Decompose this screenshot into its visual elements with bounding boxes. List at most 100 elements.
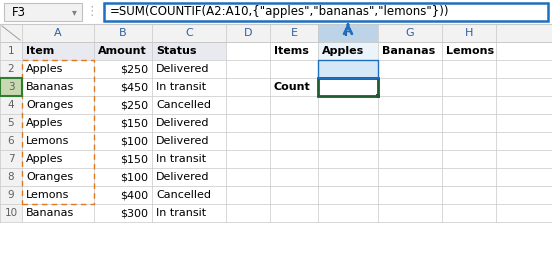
Text: Apples: Apples — [26, 154, 63, 164]
Text: F: F — [344, 28, 352, 38]
Text: 6: 6 — [8, 136, 14, 146]
Bar — [0, 96, 552, 114]
Text: Bananas: Bananas — [26, 82, 75, 92]
Text: $100: $100 — [120, 136, 148, 146]
Text: A: A — [54, 28, 62, 38]
Bar — [318, 78, 378, 96]
Text: $250: $250 — [120, 64, 148, 74]
Bar — [318, 114, 378, 132]
Text: In transit: In transit — [156, 82, 206, 92]
Bar — [0, 60, 552, 78]
Text: F3: F3 — [12, 5, 26, 19]
Bar — [0, 168, 22, 186]
Text: Lemons: Lemons — [446, 46, 494, 56]
Bar — [0, 78, 552, 96]
Text: Amount: Amount — [98, 46, 147, 56]
Bar — [318, 204, 378, 222]
Text: $100: $100 — [120, 172, 148, 182]
Text: Apples: Apples — [322, 46, 364, 56]
Text: Item: Item — [26, 46, 54, 56]
Text: $400: $400 — [120, 190, 148, 200]
Text: Lemons: Lemons — [26, 136, 70, 146]
Bar — [318, 132, 378, 150]
Text: Delivered: Delivered — [156, 64, 210, 74]
Text: =SUM(COUNTIF(A2:A10,{"apples","bananas","lemons"})): =SUM(COUNTIF(A2:A10,{"apples","bananas",… — [110, 5, 449, 19]
Bar — [318, 96, 378, 114]
Text: $250: $250 — [120, 100, 148, 110]
Bar — [318, 60, 378, 78]
Text: 5: 5 — [8, 118, 14, 128]
Text: B: B — [119, 28, 127, 38]
Bar — [0, 0, 552, 24]
Bar — [318, 168, 378, 186]
Text: 10: 10 — [4, 208, 18, 218]
Text: 1: 1 — [8, 46, 14, 56]
Bar — [318, 24, 378, 42]
Text: 4: 4 — [8, 100, 14, 110]
Text: ▾: ▾ — [72, 7, 76, 17]
Bar — [0, 96, 22, 114]
Bar — [0, 78, 22, 96]
Text: Delivered: Delivered — [156, 172, 210, 182]
Text: Items: Items — [274, 46, 309, 56]
Bar — [318, 78, 378, 96]
Text: 7: 7 — [8, 154, 14, 164]
Text: G: G — [406, 28, 415, 38]
Bar — [318, 60, 378, 78]
Text: 3: 3 — [8, 82, 14, 92]
Text: $150: $150 — [120, 118, 148, 128]
Bar — [0, 150, 22, 168]
Text: Oranges: Oranges — [26, 172, 73, 182]
Bar — [318, 186, 378, 204]
Text: H: H — [465, 28, 473, 38]
Text: C: C — [185, 28, 193, 38]
Text: Oranges: Oranges — [26, 100, 73, 110]
Bar — [0, 132, 22, 150]
Text: Count: Count — [274, 82, 311, 92]
Text: In transit: In transit — [156, 154, 206, 164]
Bar — [318, 42, 378, 60]
Bar — [0, 186, 22, 204]
Bar — [0, 60, 22, 78]
Text: $150: $150 — [120, 154, 148, 164]
Bar — [0, 114, 552, 132]
Bar — [0, 168, 552, 186]
Text: Cancelled: Cancelled — [156, 100, 211, 110]
Text: Bananas: Bananas — [382, 46, 435, 56]
Text: Cancelled: Cancelled — [156, 190, 211, 200]
Bar — [0, 132, 552, 150]
Text: 2: 2 — [8, 64, 14, 74]
Bar — [94, 42, 152, 60]
Text: 7: 7 — [367, 82, 374, 92]
Bar — [0, 204, 552, 222]
Bar — [0, 42, 552, 60]
Bar — [0, 150, 552, 168]
Bar — [0, 78, 22, 96]
Text: E: E — [290, 28, 298, 38]
Text: In transit: In transit — [156, 208, 206, 218]
Text: $300: $300 — [120, 208, 148, 218]
Bar — [0, 186, 552, 204]
Bar — [104, 3, 548, 21]
Text: $450: $450 — [120, 82, 148, 92]
Text: Delivered: Delivered — [156, 118, 210, 128]
Bar — [0, 42, 22, 60]
Bar — [22, 60, 94, 204]
Text: Apples: Apples — [26, 64, 63, 74]
Bar — [318, 150, 378, 168]
Text: Delivered: Delivered — [156, 136, 210, 146]
Text: Apples: Apples — [26, 118, 63, 128]
Bar — [0, 204, 22, 222]
Text: D: D — [244, 28, 252, 38]
Bar — [376, 94, 380, 98]
Bar — [152, 42, 226, 60]
Bar — [318, 60, 378, 78]
Text: 9: 9 — [8, 190, 14, 200]
Text: Lemons: Lemons — [26, 190, 70, 200]
Bar — [22, 42, 94, 60]
Bar — [0, 24, 552, 42]
Text: 8: 8 — [8, 172, 14, 182]
Bar — [0, 114, 22, 132]
Text: ⋮: ⋮ — [86, 5, 98, 19]
Text: Status: Status — [156, 46, 197, 56]
